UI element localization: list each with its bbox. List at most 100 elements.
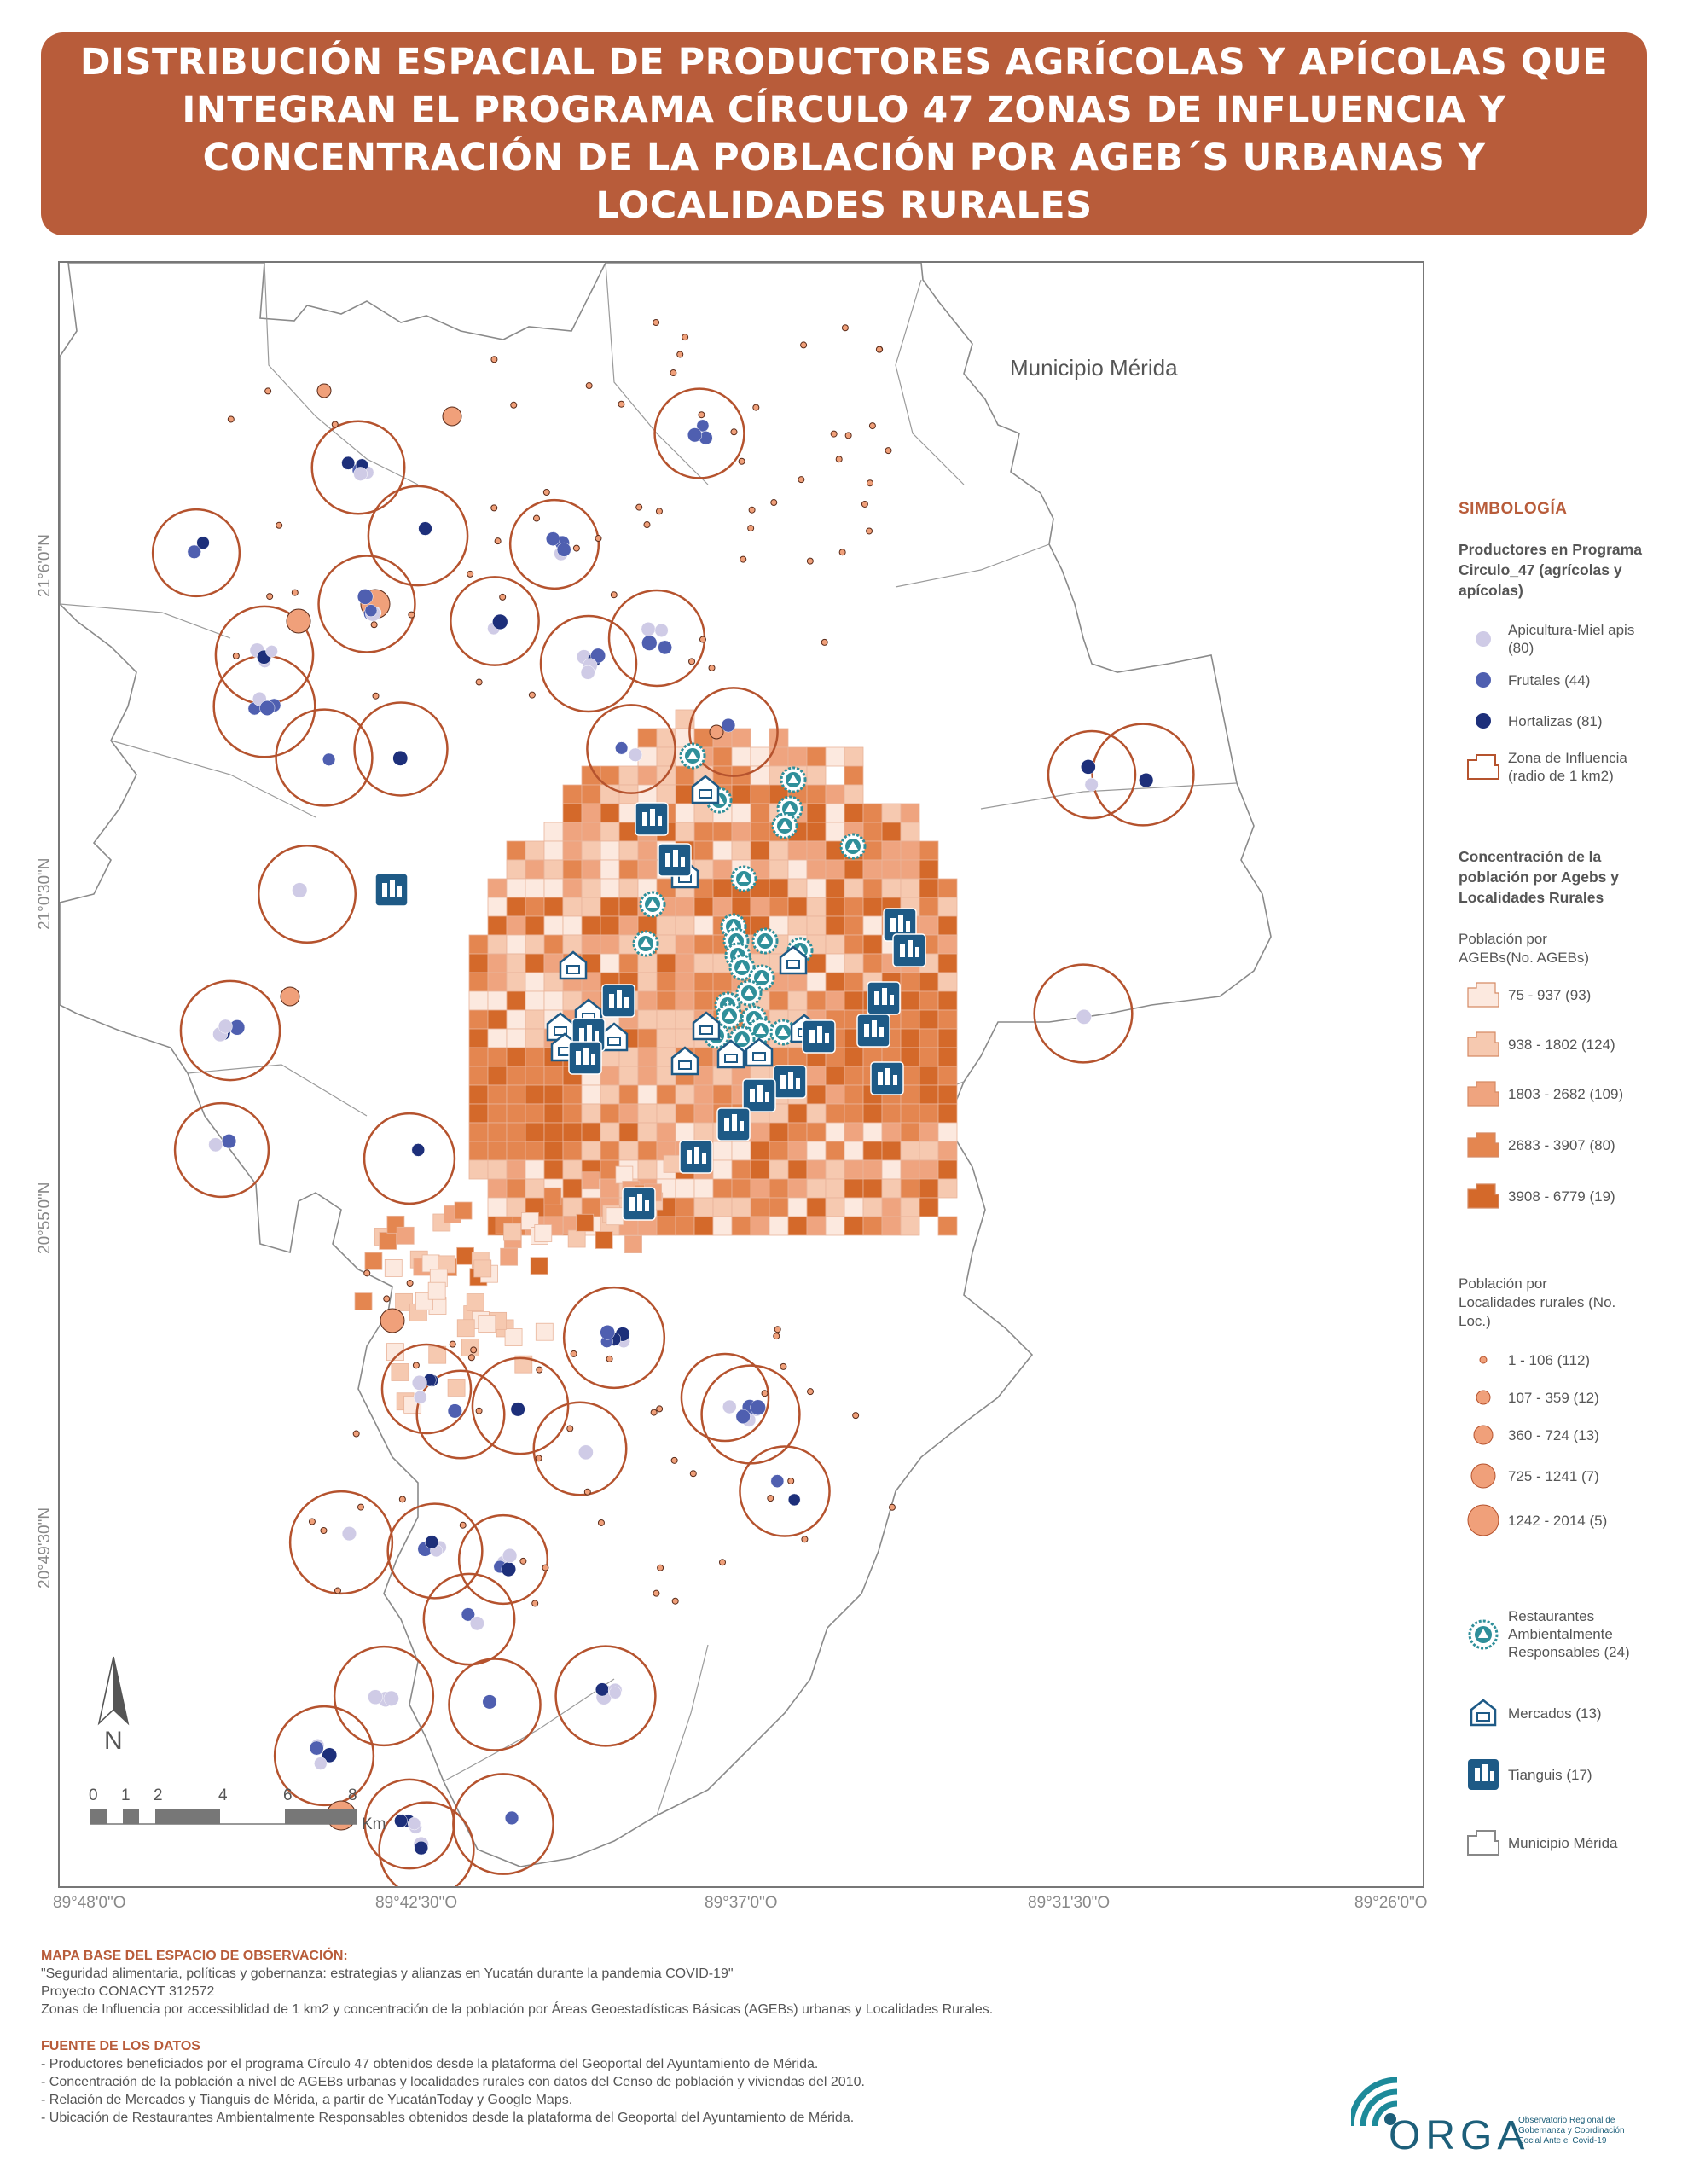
ageb-polygon (581, 784, 601, 804)
producer-point (218, 1019, 233, 1034)
market-glyph (566, 965, 580, 974)
tianguis-icon (679, 1140, 713, 1174)
ageb-polygon (787, 897, 808, 917)
ageb-polygon (600, 803, 620, 823)
ageb-polygon (543, 1159, 564, 1180)
producer-point (364, 604, 378, 617)
rural-locality (519, 1557, 527, 1565)
producer-point (595, 1682, 610, 1697)
ageb-polygon (844, 1122, 864, 1142)
rural-locality (595, 535, 602, 543)
ageb-polygon (637, 1047, 658, 1067)
ageb-polygon (937, 1141, 958, 1161)
ageb-polygon (675, 1084, 695, 1105)
ageb-polygon (395, 1292, 413, 1311)
restaurant-icon (780, 766, 807, 793)
ageb-polygon (825, 1197, 845, 1217)
rural-locality (606, 1355, 613, 1362)
tianguis-glyph (595, 1031, 599, 1042)
market-glyph (607, 1037, 621, 1046)
ageb-polygon (769, 1197, 789, 1217)
rural-locality (334, 1587, 341, 1594)
market-glyph (554, 1026, 567, 1036)
base-line: Zonas de Influencia por accessiblidad de… (41, 2002, 994, 2017)
restaurant-icon (679, 742, 706, 770)
rural-locality (320, 1527, 328, 1535)
tianguis-glyph (898, 915, 903, 932)
ageb-polygon (675, 953, 695, 973)
ageb-polygon (693, 1103, 714, 1124)
ageb-polygon (769, 1178, 789, 1199)
hortalizas-dot-icon (1476, 713, 1491, 729)
ageb-polygon (806, 972, 827, 992)
rural-locality (475, 678, 483, 686)
ageb-polygon (806, 1216, 827, 1236)
ageb-polygon (468, 1122, 489, 1142)
ageb-polygon (384, 1259, 403, 1277)
ageb-polygon (675, 1103, 695, 1124)
rural-locality (699, 636, 706, 643)
influence-zone (688, 687, 779, 777)
ageb-polygon (543, 859, 564, 880)
ageb-polygon (656, 990, 676, 1011)
ageb-polygon (534, 1224, 553, 1242)
ageb-polygon (825, 1178, 845, 1199)
rural-locality (363, 1269, 371, 1277)
ageb-polygon (900, 1178, 920, 1199)
legend-item-ageb-class: 1803 - 2682 (109) (1459, 1078, 1623, 1109)
ageb-polygon (900, 1197, 920, 1217)
influence-zone (353, 701, 449, 797)
scale-bar-graphic (90, 1809, 357, 1825)
rural-locality (232, 652, 240, 659)
ageb-polygon (487, 972, 508, 992)
rural-locality (583, 1488, 591, 1496)
legend-heading: SIMBOLOGÍA (1459, 500, 1568, 518)
ageb-polygon (468, 1103, 489, 1124)
ageb-polygon (731, 803, 751, 823)
rural-locality (467, 1354, 475, 1362)
rural-locality (542, 489, 550, 497)
ageb-polygon (487, 1122, 508, 1142)
ageb-polygon (525, 1122, 545, 1142)
influence-zone (452, 1773, 554, 1875)
ageb-polygon (525, 1009, 545, 1030)
ageb-polygon (675, 990, 695, 1011)
ageb-polygon (731, 840, 751, 861)
ageb-polygon (506, 915, 526, 936)
ageb-polygon (825, 990, 845, 1011)
tianguis-icon (568, 1041, 602, 1075)
ageb-polygon (862, 1159, 883, 1180)
tianguis-glyph (796, 1078, 800, 1089)
ageb-polygon (844, 1047, 864, 1067)
rural-locality (770, 499, 778, 507)
ageb-polygon (487, 1159, 508, 1180)
restaurant-icon (639, 891, 666, 918)
base-line: "Seguridad alimentaria, políticas y gobe… (41, 1966, 734, 1981)
producer-point (641, 635, 658, 651)
ageb-polygon (919, 1047, 939, 1067)
ageb-polygon (468, 1141, 489, 1161)
ageb-polygon (750, 746, 770, 767)
ageb-polygon (862, 1216, 883, 1236)
ageb-polygon (844, 784, 864, 804)
rural-locality (656, 1405, 664, 1413)
ageb-polygon (506, 1122, 526, 1142)
restaurant-glyph (848, 841, 858, 850)
ageb-polygon (468, 1009, 489, 1030)
ageb-polygon (487, 1197, 508, 1217)
ageb-polygon (750, 784, 770, 804)
ageb-polygon (900, 822, 920, 842)
ageb-polygon (525, 840, 545, 861)
facilities-layer (374, 742, 926, 1221)
lat-label: 21°0'30"N (36, 857, 54, 930)
map-frame[interactable] (58, 261, 1424, 1888)
influence-zone (1047, 729, 1137, 820)
ageb-polygon (919, 1009, 939, 1030)
ageb-polygon (806, 803, 827, 823)
producer-point (501, 1561, 517, 1577)
restaurant-icon (632, 930, 659, 957)
rural-locality (806, 557, 814, 565)
ageb-polygon (525, 1141, 545, 1161)
producer-point (787, 1493, 801, 1507)
ageb-polygon (731, 1197, 751, 1217)
